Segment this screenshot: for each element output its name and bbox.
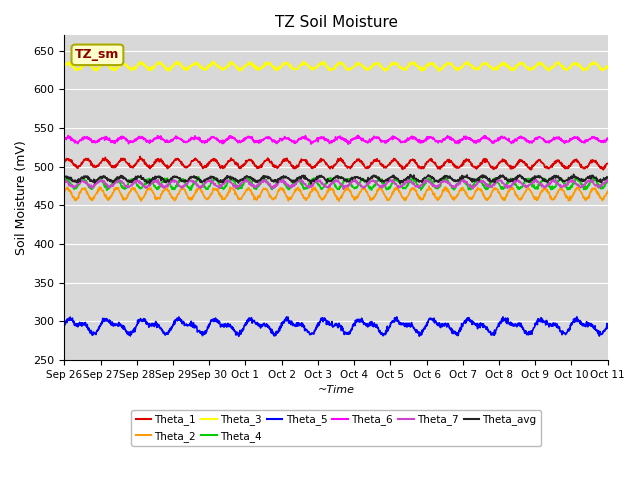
Theta_avg xyxy=(604,175,612,180)
Theta_2 xyxy=(335,198,343,204)
Line: Theta_5: Theta_5 xyxy=(65,317,608,336)
Theta_avg xyxy=(102,175,110,181)
Theta_3 xyxy=(604,64,612,70)
Theta_6 xyxy=(61,135,68,141)
Theta_4 xyxy=(313,178,321,184)
Theta_5 xyxy=(303,326,310,332)
Theta_7 xyxy=(102,181,110,187)
Theta_6 xyxy=(125,141,132,146)
Y-axis label: Soil Moisture (mV): Soil Moisture (mV) xyxy=(15,140,28,255)
Theta_1 xyxy=(61,159,68,165)
Theta_4 xyxy=(125,180,132,185)
Theta_1 xyxy=(600,167,607,173)
Theta_1 xyxy=(312,162,320,168)
Theta_avg xyxy=(370,173,378,179)
Line: Theta_7: Theta_7 xyxy=(65,179,608,189)
Theta_7 xyxy=(312,179,320,185)
Theta_2 xyxy=(102,195,110,201)
Line: Theta_2: Theta_2 xyxy=(65,186,608,201)
Theta_5 xyxy=(370,322,378,328)
Title: TZ Soil Moisture: TZ Soil Moisture xyxy=(275,15,397,30)
Theta_7 xyxy=(371,178,378,184)
Theta_3 xyxy=(302,60,310,66)
Theta_5 xyxy=(102,316,110,322)
Theta_7 xyxy=(61,177,68,183)
Theta_6 xyxy=(302,135,310,141)
Theta_2 xyxy=(370,194,378,200)
Theta_7 xyxy=(125,184,132,190)
Theta_avg xyxy=(61,173,68,179)
Theta_3 xyxy=(125,65,132,71)
Theta_avg xyxy=(125,178,132,184)
Theta_1 xyxy=(370,157,378,163)
Theta_2 xyxy=(302,197,310,203)
Theta_6 xyxy=(355,132,362,138)
Theta_7 xyxy=(302,183,310,189)
Theta_4 xyxy=(195,174,202,180)
Theta_2 xyxy=(291,188,299,194)
Theta_5 xyxy=(573,314,580,320)
Theta_4 xyxy=(604,179,612,184)
Line: Theta_4: Theta_4 xyxy=(65,177,608,190)
Theta_4 xyxy=(292,178,300,183)
Theta_5 xyxy=(312,326,320,332)
Theta_7 xyxy=(351,176,359,182)
Theta_1 xyxy=(604,160,612,166)
Theta_5 xyxy=(235,334,243,339)
Theta_4 xyxy=(102,184,110,190)
Theta_6 xyxy=(371,134,378,140)
Theta_4 xyxy=(103,187,111,193)
Theta_3 xyxy=(102,61,110,67)
Line: Theta_6: Theta_6 xyxy=(65,135,608,144)
Theta_3 xyxy=(291,67,299,72)
Theta_4 xyxy=(371,182,378,188)
Theta_5 xyxy=(125,332,132,338)
Theta_4 xyxy=(61,179,68,184)
X-axis label: ~Time: ~Time xyxy=(317,385,355,395)
Theta_1 xyxy=(303,161,310,167)
Theta_6 xyxy=(312,138,320,144)
Theta_6 xyxy=(344,141,352,147)
Theta_3 xyxy=(435,69,443,74)
Theta_avg xyxy=(312,175,320,180)
Line: Theta_1: Theta_1 xyxy=(65,156,608,170)
Theta_avg xyxy=(302,175,310,180)
Theta_1 xyxy=(125,161,132,167)
Theta_3 xyxy=(61,64,68,70)
Theta_avg xyxy=(570,171,577,177)
Theta_2 xyxy=(125,191,132,196)
Theta_2 xyxy=(604,189,612,194)
Theta_avg xyxy=(307,181,315,187)
Theta_avg xyxy=(291,179,299,184)
Theta_3 xyxy=(320,58,328,64)
Theta_1 xyxy=(102,157,110,163)
Theta_6 xyxy=(102,135,110,141)
Theta_6 xyxy=(604,135,612,141)
Theta_1 xyxy=(291,165,299,170)
Theta_2 xyxy=(61,188,68,193)
Theta_5 xyxy=(61,323,68,329)
Legend: Theta_1, Theta_2, Theta_3, Theta_4, Theta_5, Theta_6, Theta_7, Theta_avg: Theta_1, Theta_2, Theta_3, Theta_4, Thet… xyxy=(131,410,541,446)
Theta_7 xyxy=(340,186,348,192)
Theta_2 xyxy=(312,187,320,192)
Theta_4 xyxy=(303,186,310,192)
Theta_5 xyxy=(604,322,612,327)
Theta_3 xyxy=(370,62,378,68)
Theta_3 xyxy=(312,64,320,70)
Theta_1 xyxy=(136,154,144,159)
Theta_2 xyxy=(425,183,433,189)
Theta_7 xyxy=(604,178,612,183)
Line: Theta_3: Theta_3 xyxy=(65,61,608,72)
Theta_5 xyxy=(291,324,299,329)
Theta_7 xyxy=(291,181,299,187)
Text: TZ_sm: TZ_sm xyxy=(76,48,120,61)
Theta_6 xyxy=(291,140,299,145)
Line: Theta_avg: Theta_avg xyxy=(65,174,608,184)
